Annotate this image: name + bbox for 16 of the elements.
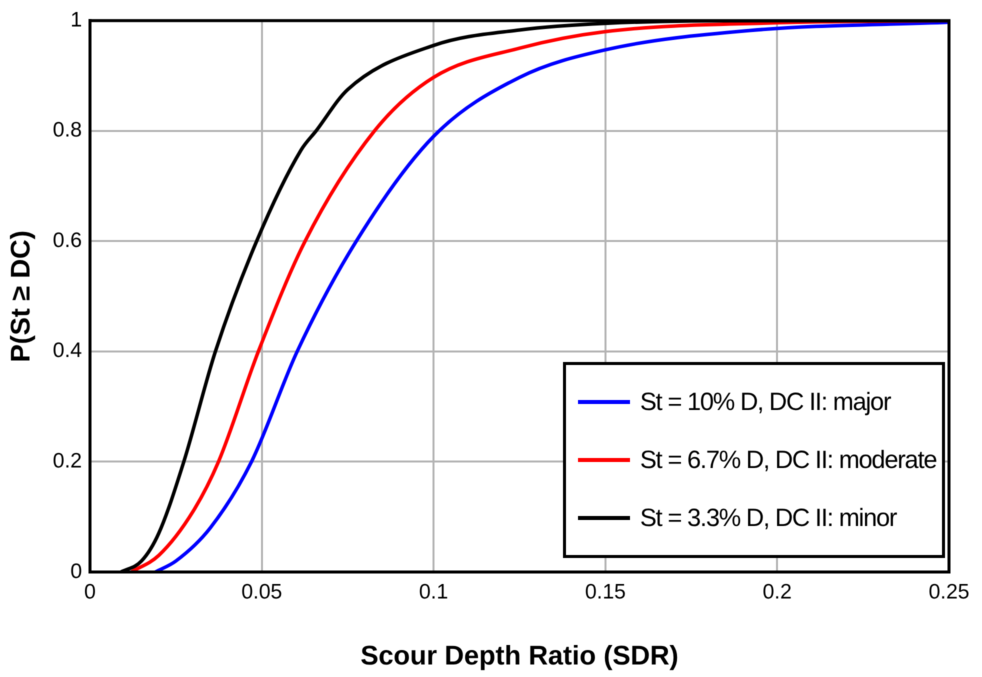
y-tick-label: 0.8: [52, 118, 82, 142]
legend-label: St = 3.3% D, DC II: minor: [640, 504, 896, 532]
x-tick-label: 0.05: [241, 580, 282, 604]
x-tick-label: 0.1: [419, 580, 448, 604]
y-tick-label: 0.6: [52, 228, 82, 252]
y-tick-label: 0.2: [52, 450, 82, 473]
y-tick-label: 1: [70, 8, 82, 32]
y-axis-title: P(St ≥ DC): [6, 230, 36, 362]
x-tick-label: 0.2: [762, 580, 792, 604]
y-tick-label: 0.4: [52, 339, 82, 362]
x-tick-label: 0.15: [584, 580, 626, 604]
y-tick-label: 0: [70, 560, 82, 583]
legend-label: St = 10% D, DC II: major: [640, 388, 890, 416]
x-axis-title: Scour Depth Ratio (SDR): [360, 640, 679, 670]
legend-label: St = 6.7% D, DC II: moderate: [640, 446, 936, 474]
x-tick-label: 0.25: [928, 580, 970, 604]
